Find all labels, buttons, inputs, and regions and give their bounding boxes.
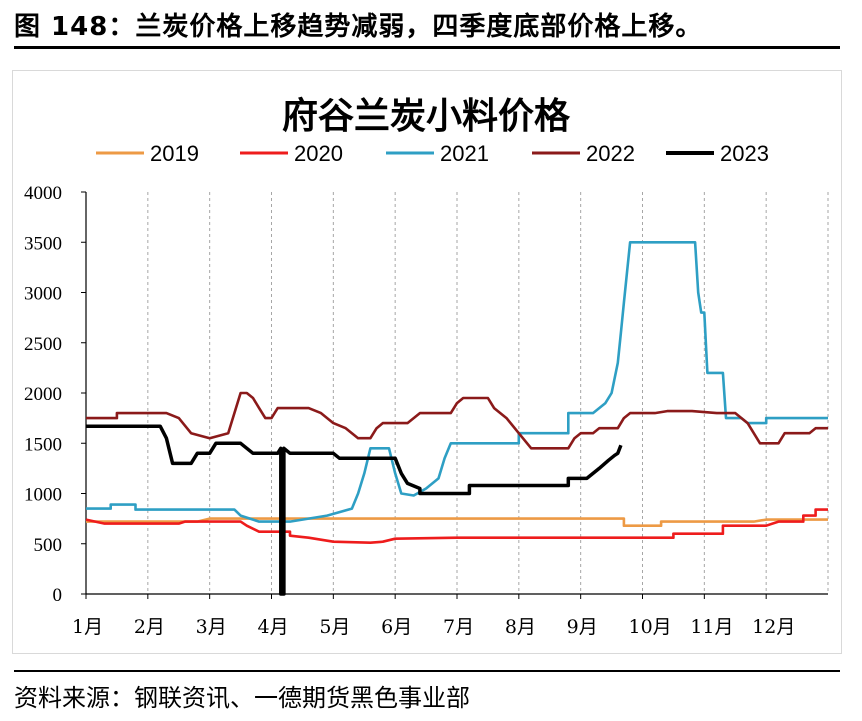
series-line-2021 — [86, 241, 828, 523]
x-tick-label: 3月 — [196, 616, 227, 638]
x-tick-label: 8月 — [505, 616, 536, 638]
legend: 2019 2020 2021 2022 2023 — [96, 141, 769, 166]
series-line-2022 — [86, 391, 828, 450]
y-tick-label: 2500 — [24, 334, 62, 355]
figure-title: 图 148：兰炭价格上移趋势减弱，四季度底部价格上移。 — [14, 12, 703, 42]
top-rule — [14, 46, 840, 49]
chart-title: 府谷兰炭小料价格 — [282, 95, 571, 137]
chart-frame — [12, 70, 842, 654]
x-tick-label: 11月 — [690, 616, 733, 638]
source-note: 资料来源：钢联资讯、一德期货黑色事业部 — [14, 684, 470, 712]
y-tick-label: 3000 — [24, 284, 62, 305]
x-tick-label: 6月 — [381, 616, 412, 638]
bottom-rule — [14, 670, 840, 672]
axes — [81, 191, 828, 599]
series-line-2020 — [85, 508, 828, 544]
legend-label-2021: 2021 — [440, 141, 489, 166]
x-tick-labels: 1月 2月 3月 4月 5月 6月 7月 8月 9月 10月 11月 12月 — [72, 616, 795, 638]
y-tick-label: 2000 — [24, 384, 62, 405]
y-tick-label: 3500 — [24, 233, 62, 254]
legend-label-2023: 2023 — [720, 141, 769, 166]
x-tick-label: 2月 — [134, 616, 165, 638]
y-tick-label: 4000 — [24, 183, 62, 204]
grid — [147, 192, 829, 594]
legend-label-2022: 2022 — [586, 141, 635, 166]
x-tick-label: 5月 — [319, 616, 350, 638]
x-tick-label: 1月 — [72, 616, 103, 638]
x-tick-label: 9月 — [567, 616, 598, 638]
legend-label-2019: 2019 — [150, 141, 199, 166]
y-tick-label: 0 — [53, 585, 63, 606]
x-tick-label: 10月 — [629, 616, 672, 638]
x-tick-label: 12月 — [752, 616, 795, 638]
y-tick-label: 1500 — [24, 434, 62, 455]
x-tick-label: 7月 — [443, 616, 474, 638]
y-tick-label: 500 — [34, 535, 63, 556]
y-tick-labels: 0 500 1000 1500 2000 2500 3000 3500 4000 — [24, 183, 62, 606]
legend-label-2020: 2020 — [294, 141, 343, 166]
x-tick-label: 4月 — [258, 616, 289, 638]
y-tick-label: 1000 — [24, 485, 62, 506]
series-line-2023 — [86, 424, 623, 596]
series-lines — [85, 241, 828, 596]
